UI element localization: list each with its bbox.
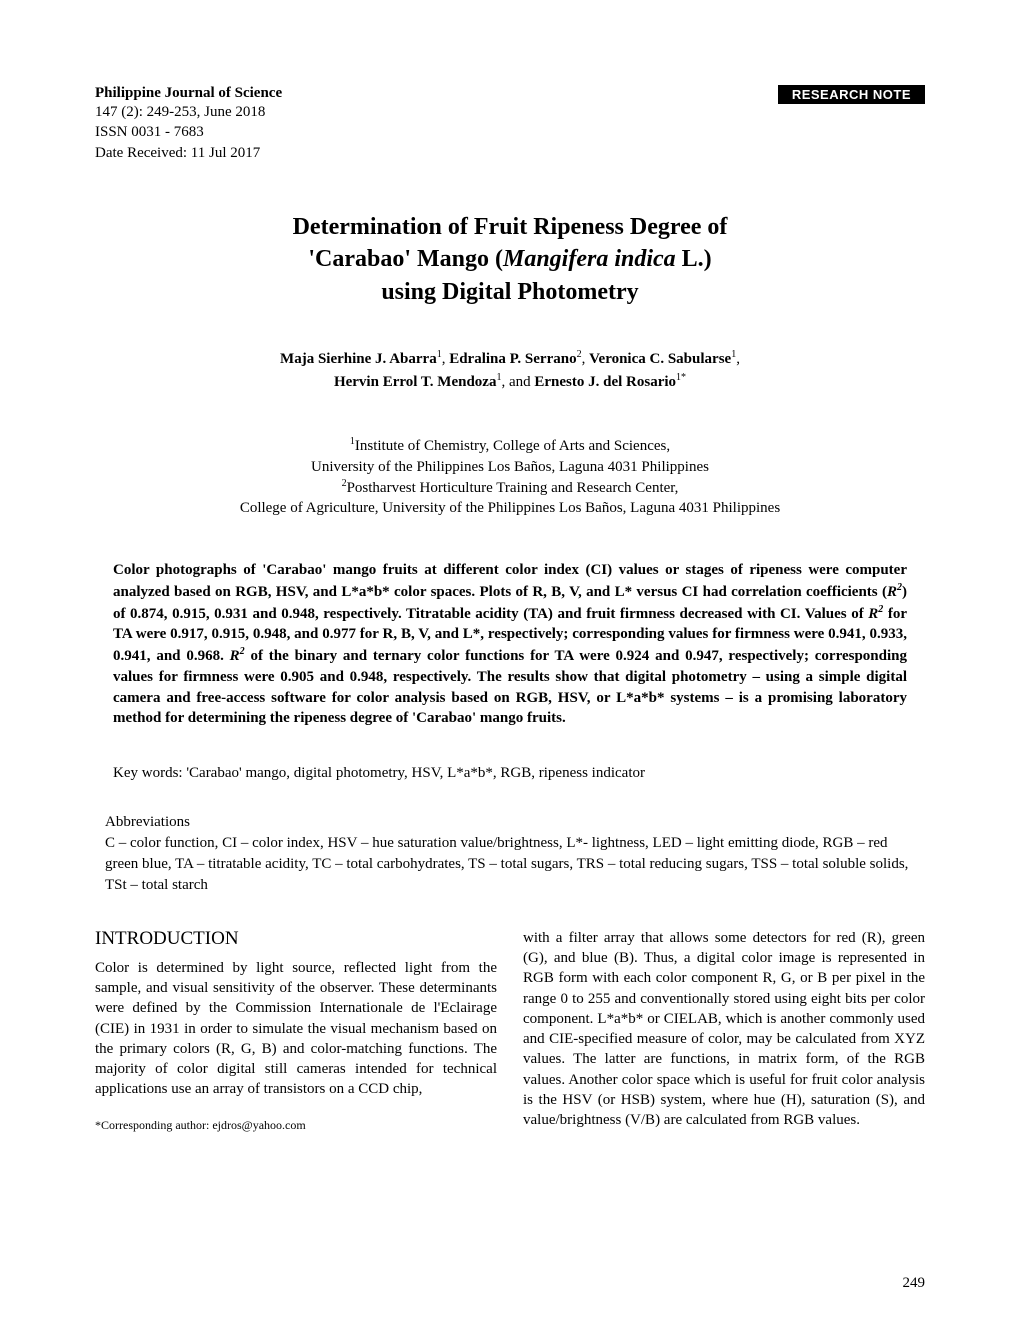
abbreviations-heading: Abbreviations [105,812,915,833]
author-3-aff: 1 [731,349,736,360]
author-2: Edralina P. Serrano [449,351,576,367]
corresponding-author: *Corresponding author: ejdros@yahoo.com [95,1118,497,1133]
column-right: with a filter array that allows some det… [523,928,925,1133]
abbreviations-text: C – color function, CI – color index, HS… [105,833,915,896]
title-line-3: using Digital Photometry [95,276,925,308]
author-4: Hervin Errol T. Mendoza [334,374,497,390]
author-3: Veronica C. Sabularse [589,351,731,367]
page-number: 249 [903,1275,926,1292]
article-title: Determination of Fruit Ripeness Degree o… [95,211,925,308]
aff-1-line2: University of the Philippines Los Baños,… [311,459,709,475]
author-5-aff: 1* [676,372,686,383]
aff-2-line2: College of Agriculture, University of th… [240,500,780,516]
authors-block: Maja Sierhine J. Abarra1, Edralina P. Se… [95,348,925,394]
abbreviations-block: Abbreviations C – color function, CI – c… [105,812,915,896]
date-received: Date Received: 11 Jul 2017 [95,143,282,163]
journal-name: Philippine Journal of Science [95,85,282,102]
title-line-2: 'Carabao' Mango (Mangifera indica L.) [95,243,925,275]
abstract-r2-1: R [887,584,897,600]
issn: ISSN 0031 - 7683 [95,122,282,142]
author-4-aff: 1 [496,372,501,383]
abstract-r2-3: R [230,648,240,664]
keywords: Key words: 'Carabao' mango, digital phot… [113,763,907,784]
title-species: Mangifera indica [503,246,676,272]
column-left: INTRODUCTION Color is determined by ligh… [95,928,497,1133]
abstract-p1: Color photographs of 'Carabao' mango fru… [113,562,907,600]
research-note-badge: RESEARCH NOTE [778,85,925,104]
introduction-heading: INTRODUCTION [95,928,497,950]
author-1-aff: 1 [437,349,442,360]
aff-1-line1: Institute of Chemistry, College of Arts … [355,438,670,454]
body-columns: INTRODUCTION Color is determined by ligh… [95,928,925,1133]
aff-2-line1: Postharvest Horticulture Training and Re… [347,480,679,496]
abstract-r2-2: R [868,606,878,622]
title-line-1: Determination of Fruit Ripeness Degree o… [95,211,925,243]
title-post: L.) [676,246,712,272]
affiliations-block: 1Institute of Chemistry, College of Arts… [95,435,925,518]
author-1: Maja Sierhine J. Abarra [280,351,437,367]
issue-info: 147 (2): 249-253, June 2018 [95,102,282,122]
intro-col1-text: Color is determined by light source, ref… [95,958,497,1100]
abstract: Color photographs of 'Carabao' mango fru… [113,560,907,729]
intro-col2-text: with a filter array that allows some det… [523,928,925,1131]
author-2-aff: 2 [577,349,582,360]
author-5: Ernesto J. del Rosario [534,374,676,390]
title-pre: 'Carabao' Mango ( [308,246,503,272]
